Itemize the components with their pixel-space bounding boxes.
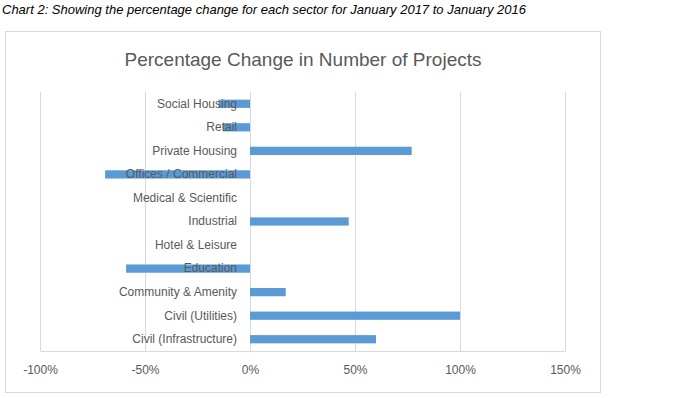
bar (250, 312, 460, 320)
y-tick: Civil (Infrastructure) (132, 332, 237, 346)
x-tick-label: 100% (445, 363, 476, 377)
y-tick: Retail (206, 120, 237, 134)
category-label: Community & Amenity (119, 285, 237, 299)
x-tick: -100% (23, 92, 58, 377)
chart-frame (6, 32, 601, 393)
y-tick: Private Housing (152, 144, 237, 158)
y-tick: Medical & Scientific (133, 191, 237, 205)
x-tick-label: -50% (131, 363, 159, 377)
x-axis: -100% -50% 0% 50% 100% 150% (23, 92, 581, 377)
category-label: Medical & Scientific (133, 191, 237, 205)
x-tick: 0% (242, 92, 260, 377)
x-tick-label: 50% (343, 363, 367, 377)
category-label: Industrial (188, 214, 237, 228)
chart: Chart 2: Showing the percentage change f… (0, 0, 673, 398)
category-label: Education (184, 261, 237, 275)
bar (250, 194, 251, 202)
bar (250, 288, 286, 296)
caption: Chart 2: Showing the percentage change f… (2, 2, 527, 17)
y-tick: Education (184, 261, 237, 275)
grid-line (145, 92, 146, 351)
x-tick-label: 150% (550, 363, 581, 377)
x-tick: 100% (445, 92, 476, 377)
bar (250, 241, 251, 249)
x-axis-line (41, 351, 566, 352)
bar (250, 147, 412, 155)
y-tick: Offices / Commercial (126, 167, 237, 181)
category-label: Offices / Commercial (126, 167, 237, 181)
bars (105, 100, 460, 344)
x-tick-label: 0% (242, 363, 260, 377)
bar (250, 217, 349, 225)
category-label: Retail (206, 120, 237, 134)
y-tick: Civil (Utilities) (164, 309, 237, 323)
y-axis: Social Housing Retail Private Housing Offic… (119, 97, 237, 346)
grid-line (40, 92, 41, 351)
x-tick-label: -100% (23, 363, 58, 377)
category-label: Hotel & Leisure (155, 238, 237, 252)
category-label: Civil (Infrastructure) (132, 332, 237, 346)
x-tick: 50% (343, 92, 367, 377)
y-tick: Social Housing (157, 97, 237, 111)
y-tick: Community & Amenity (119, 285, 237, 299)
category-label: Private Housing (152, 144, 237, 158)
category-label: Social Housing (157, 97, 237, 111)
grid-line (460, 92, 461, 351)
bar (250, 335, 376, 343)
title: Percentage Change in Number of Projects (125, 49, 482, 70)
y-tick: Hotel & Leisure (155, 238, 237, 252)
x-tick: 150% (550, 92, 581, 377)
category-label: Civil (Utilities) (164, 309, 237, 323)
grid-line (565, 92, 566, 351)
y-tick: Industrial (188, 214, 237, 228)
